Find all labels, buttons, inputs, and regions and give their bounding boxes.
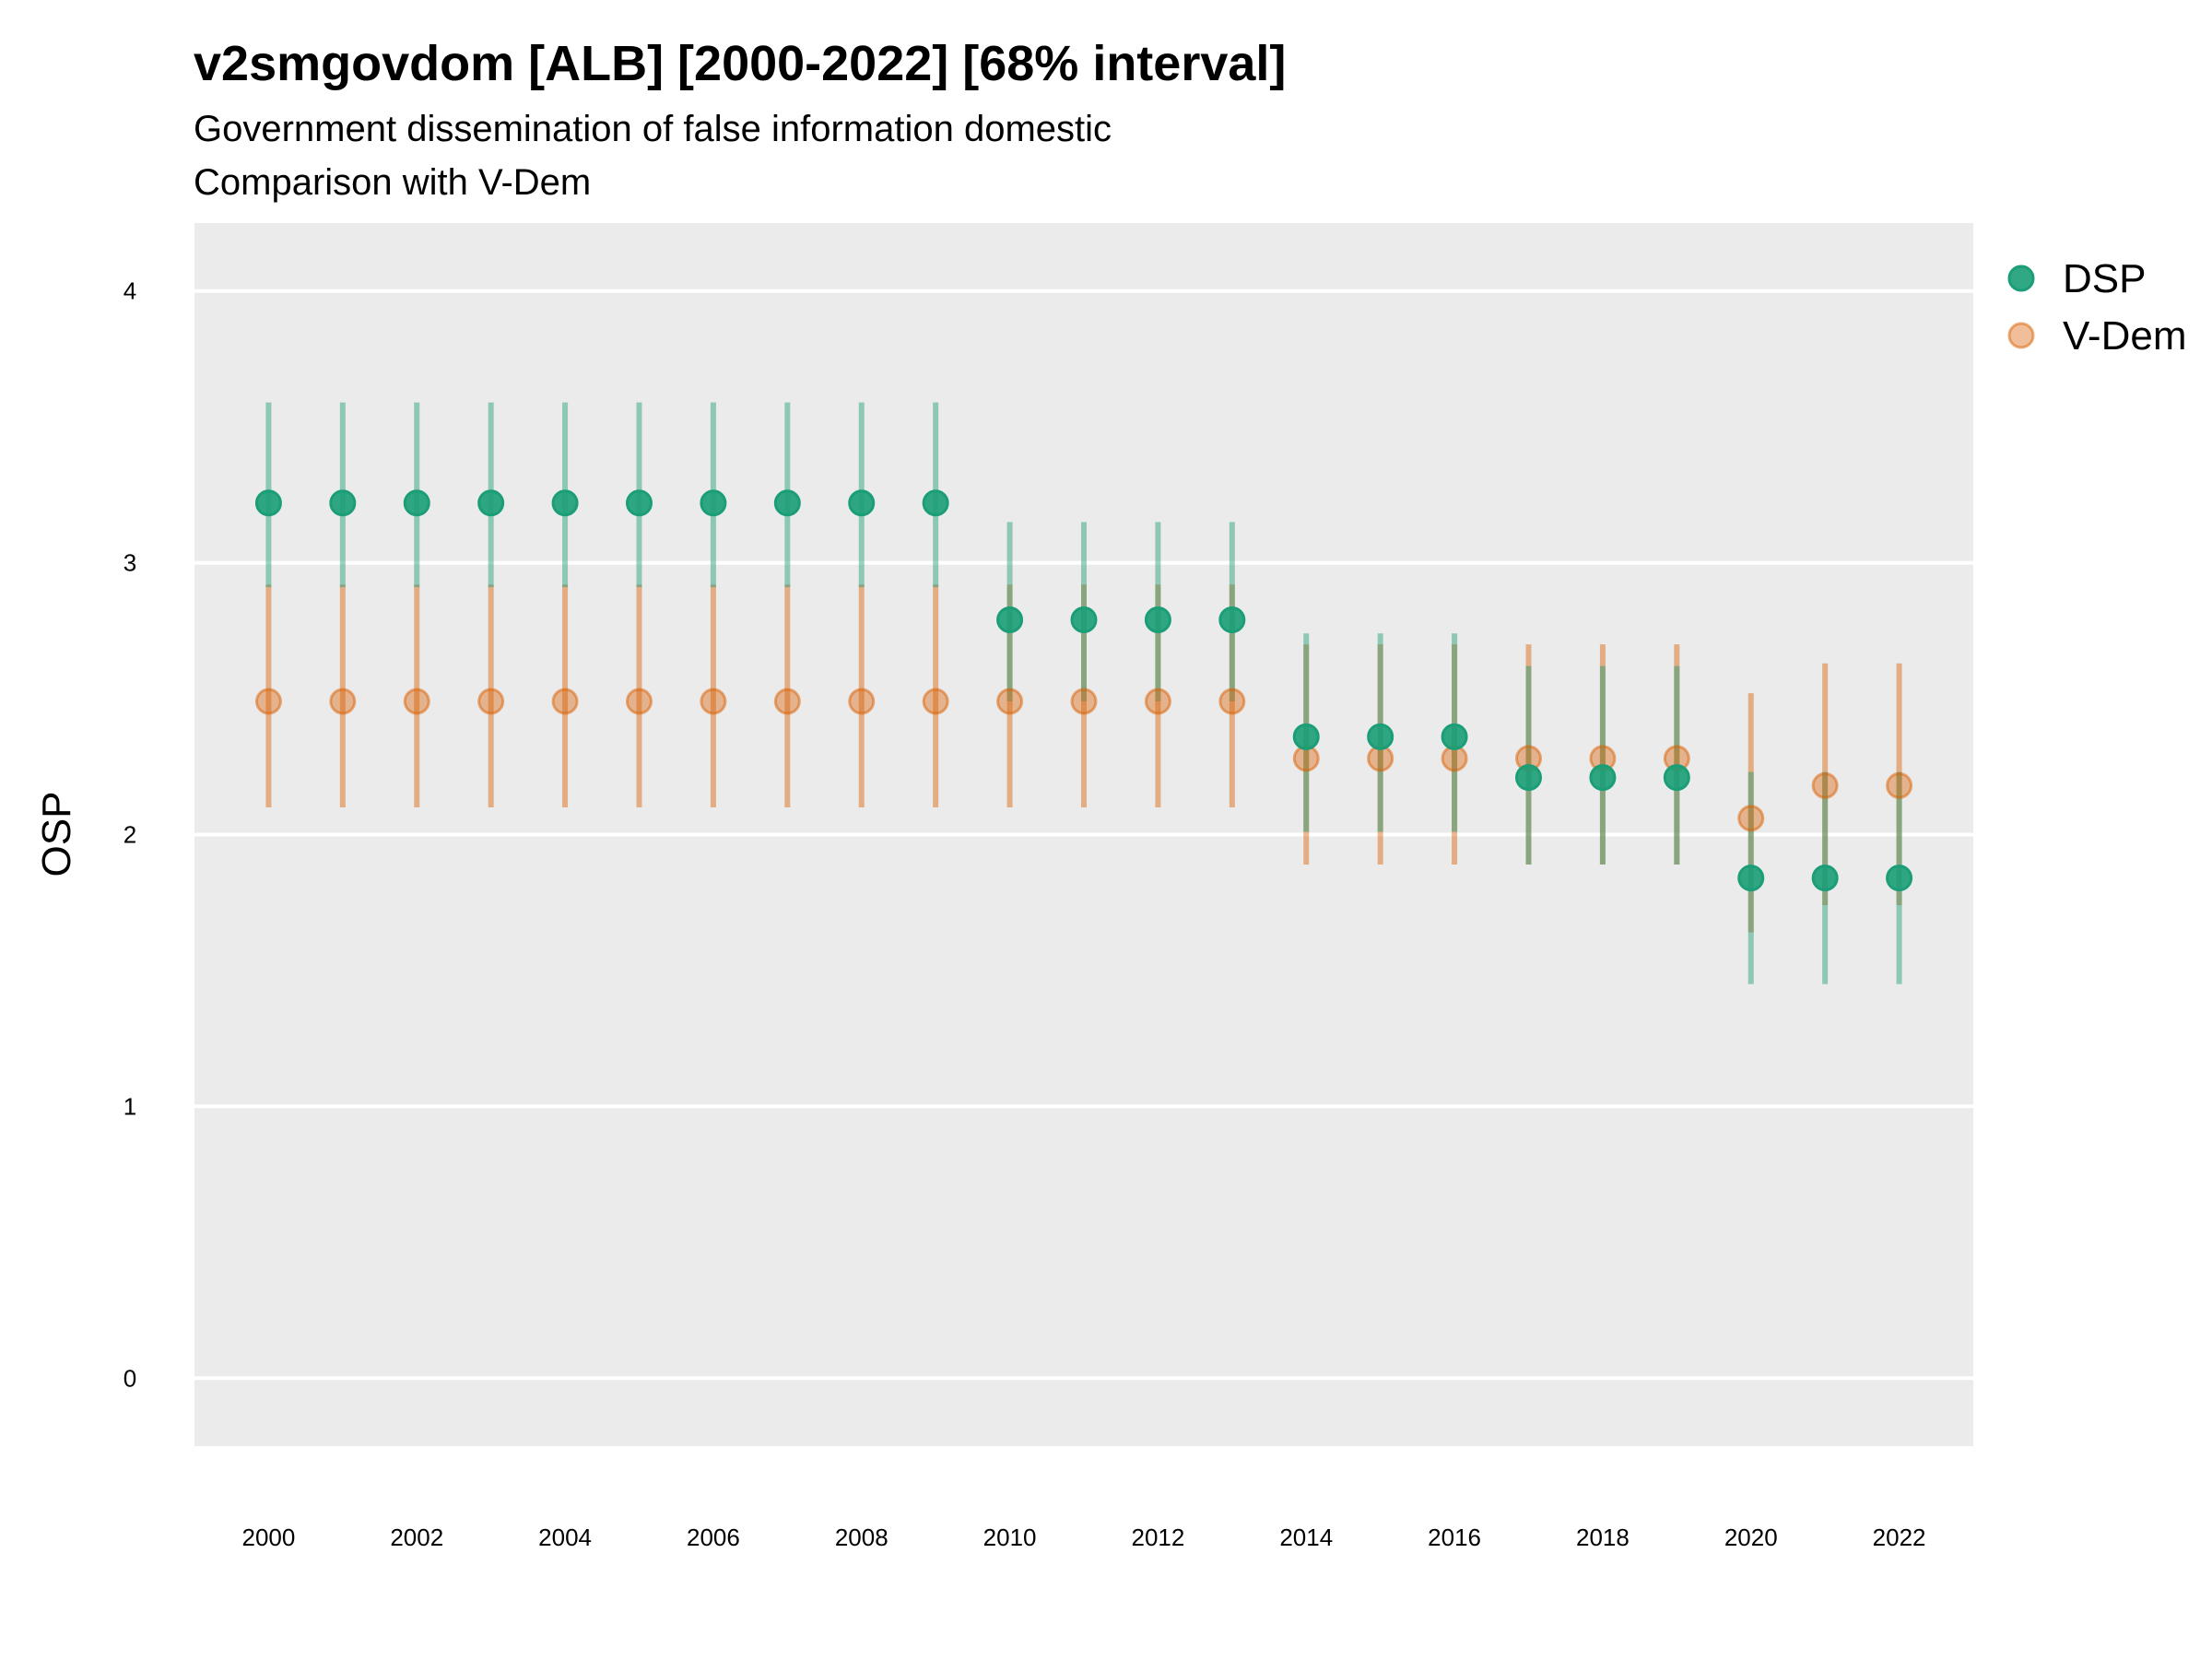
x-tick-label: 2012 — [1131, 1524, 1184, 1551]
point-v-dem — [1218, 688, 1246, 715]
y-tick-label: 0 — [124, 1364, 136, 1392]
legend: DSP V-Dem — [2007, 256, 2186, 359]
x-tick-label: 2008 — [835, 1524, 888, 1551]
x-tick-label: 2018 — [1576, 1524, 1630, 1551]
point-v-dem — [922, 688, 949, 715]
y-axis-label: OSP — [34, 792, 79, 877]
point-dsp — [1515, 764, 1542, 792]
legend-swatch-v-dem — [2007, 322, 2035, 349]
point-v-dem — [329, 688, 357, 715]
legend-swatch-dsp — [2007, 265, 2035, 292]
x-tick-label: 2010 — [983, 1524, 1037, 1551]
x-tick-label: 2016 — [1428, 1524, 1481, 1551]
chart-title: v2smgovdom [ALB] [2000-2022] [68% interv… — [194, 36, 1287, 91]
gridlines — [194, 288, 1973, 1381]
point-v-dem — [403, 688, 430, 715]
x-tick-label: 2014 — [1279, 1524, 1333, 1551]
y-tick-label: 2 — [124, 821, 136, 849]
point-v-dem — [700, 688, 727, 715]
point-dsp — [1292, 723, 1320, 750]
chart-subtitle-line1: Government dissemination of false inform… — [194, 109, 1112, 149]
point-v-dem — [773, 688, 801, 715]
y-tick-label: 4 — [124, 277, 136, 305]
point-dsp — [329, 489, 357, 517]
point-v-dem — [1144, 688, 1171, 715]
point-v-dem — [848, 688, 876, 715]
legend-label-dsp: DSP — [2063, 256, 2146, 301]
point-dsp — [1218, 606, 1246, 634]
point-v-dem — [254, 688, 282, 715]
x-tick-label: 2000 — [241, 1524, 295, 1551]
point-v-dem — [1070, 688, 1098, 715]
point-dsp — [1589, 764, 1617, 792]
point-dsp — [1367, 723, 1394, 750]
point-v-dem — [996, 688, 1024, 715]
point-dsp — [848, 489, 876, 517]
point-dsp — [1070, 606, 1098, 634]
x-tick-label: 2004 — [538, 1524, 592, 1551]
y-axis-ticks: 0 1 2 3 4 — [124, 277, 136, 1393]
point-dsp — [1737, 865, 1765, 892]
point-dsp — [1663, 764, 1690, 792]
point-dsp — [1886, 865, 1913, 892]
point-dsp — [551, 489, 579, 517]
x-tick-label: 2022 — [1873, 1524, 1926, 1551]
point-dsp — [773, 489, 801, 517]
point-dsp — [626, 489, 653, 517]
point-dsp — [1811, 865, 1839, 892]
point-dsp — [700, 489, 727, 517]
point-dsp — [403, 489, 430, 517]
y-tick-label: 3 — [124, 549, 136, 577]
x-tick-label: 2020 — [1724, 1524, 1778, 1551]
point-dsp — [254, 489, 282, 517]
point-dsp — [922, 489, 949, 517]
point-v-dem — [1886, 771, 1913, 799]
point-v-dem — [1811, 771, 1839, 799]
data-points — [254, 489, 1913, 892]
x-tick-label: 2006 — [687, 1524, 740, 1551]
point-dsp — [477, 489, 505, 517]
point-v-dem — [477, 688, 505, 715]
point-v-dem — [551, 688, 579, 715]
point-dsp — [996, 606, 1024, 634]
x-tick-label: 2002 — [390, 1524, 443, 1551]
chart-subtitle-line2: Comparison with V-Dem — [194, 162, 592, 203]
y-tick-label: 1 — [124, 1092, 136, 1120]
point-v-dem — [1737, 805, 1765, 832]
point-dsp — [1441, 723, 1468, 750]
point-dsp — [1144, 606, 1171, 634]
legend-label-v-dem: V-Dem — [2063, 313, 2186, 359]
point-v-dem — [626, 688, 653, 715]
x-axis-ticks: 2000 2002 2004 2006 2008 2010 2012 2014 2016 2018… — [241, 1524, 1925, 1551]
